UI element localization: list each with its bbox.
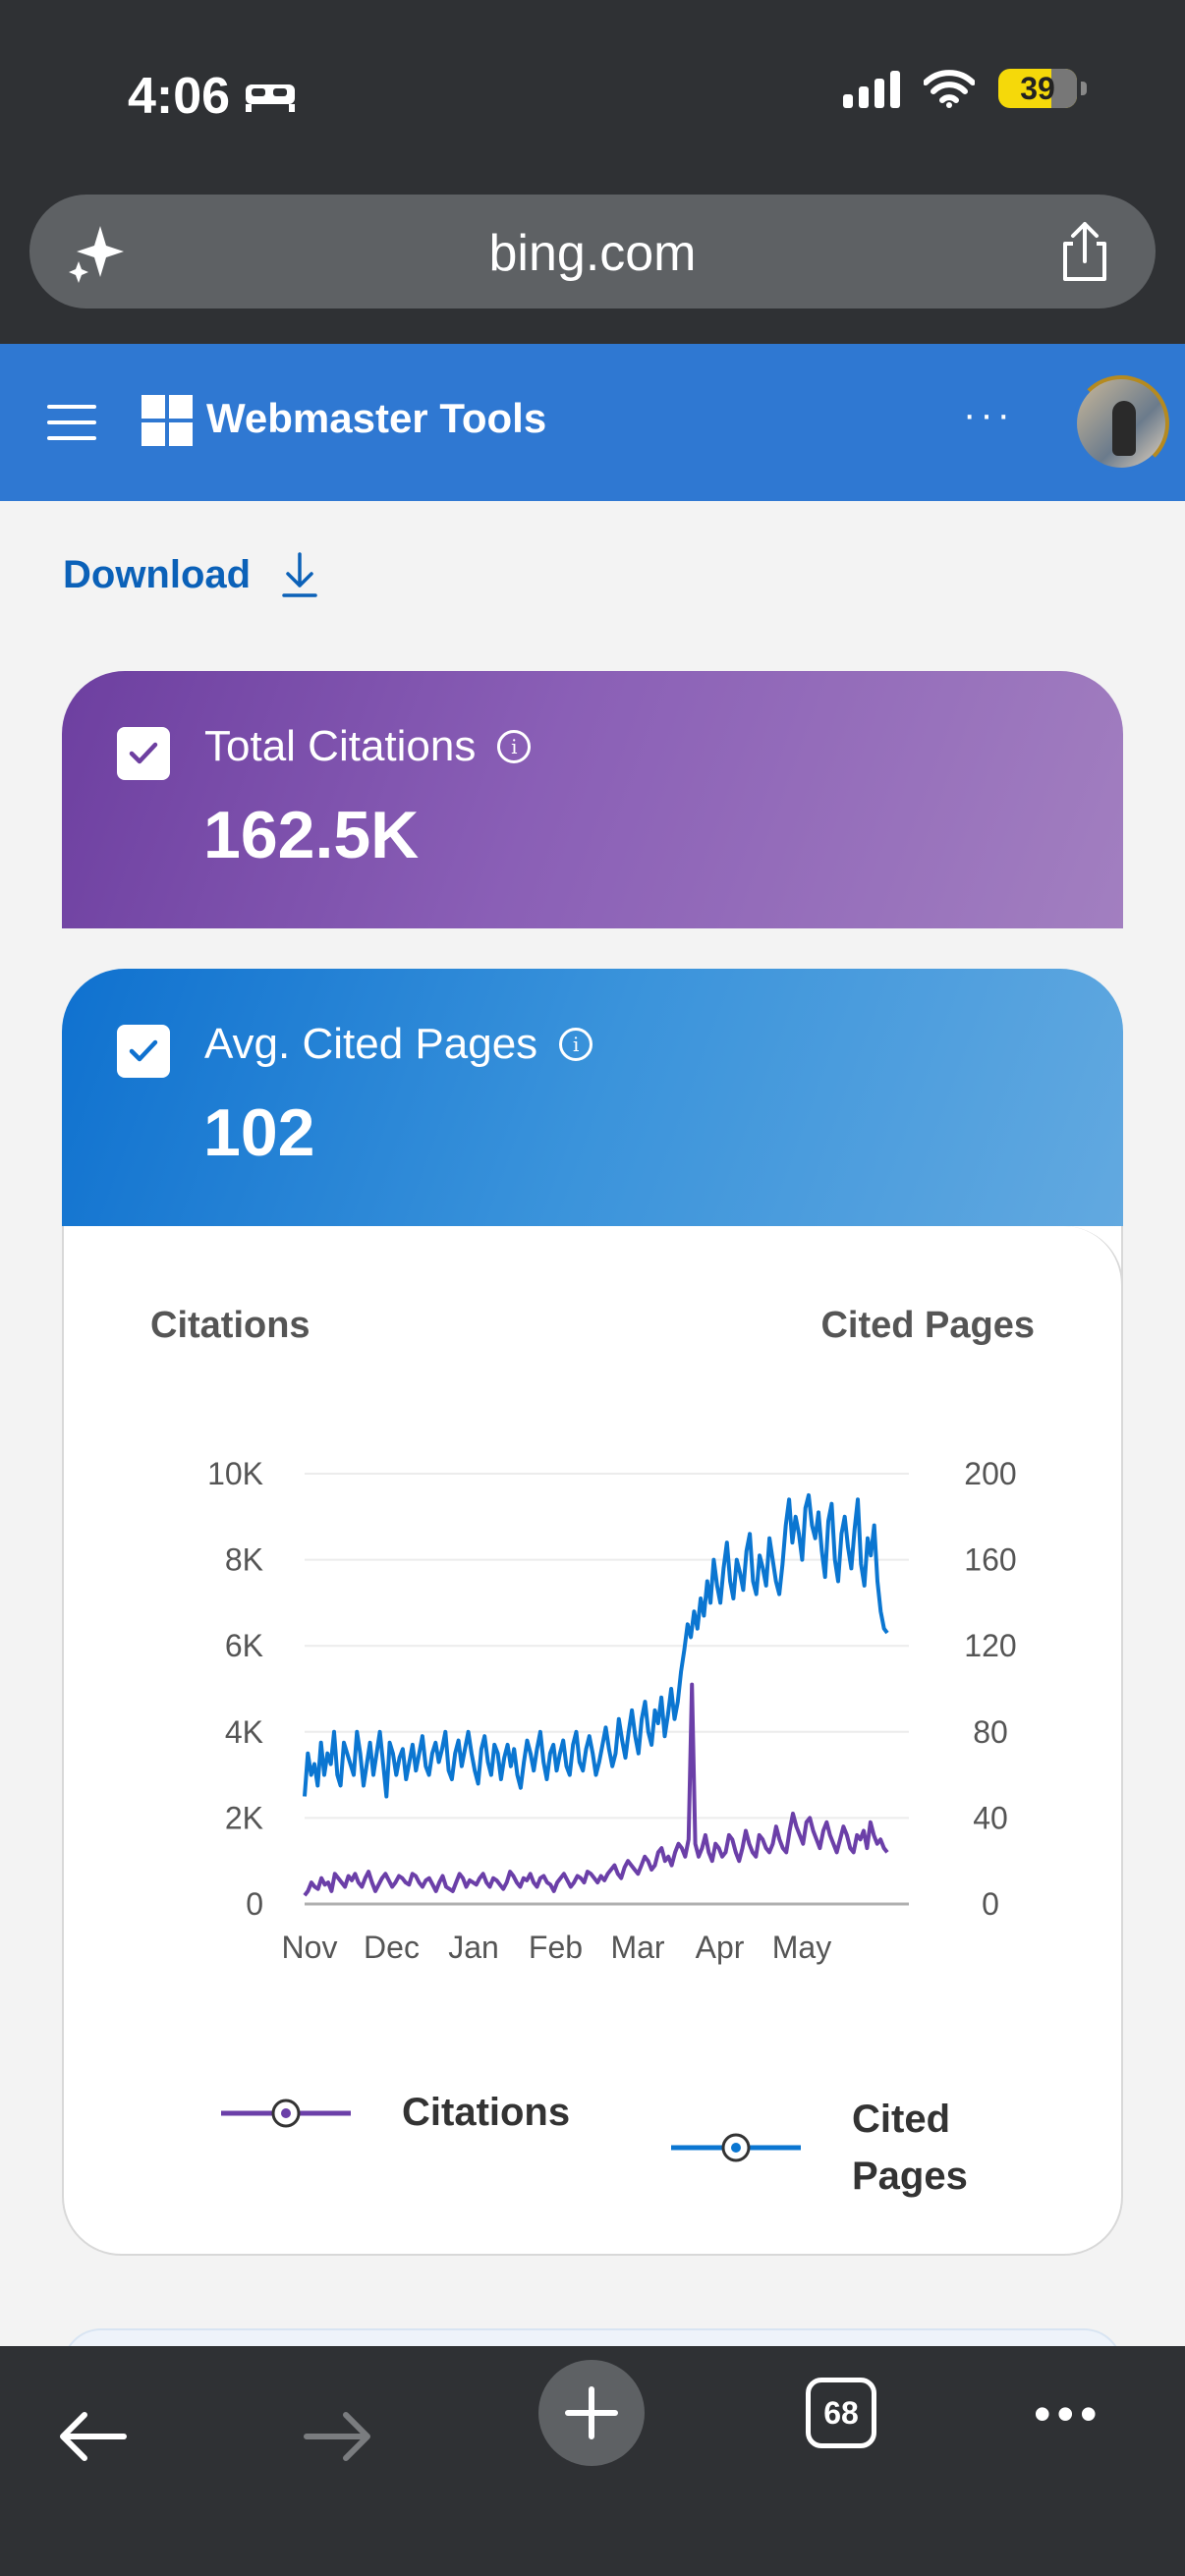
y-right-tick-label: 0: [982, 1886, 999, 1922]
kpi-checkbox-cited-pages[interactable]: [117, 1025, 170, 1078]
y-right-tick-label: 80: [973, 1714, 1008, 1750]
legend-label: Citations: [402, 2091, 571, 2134]
status-time: 4:06: [128, 67, 297, 126]
info-icon[interactable]: i: [497, 730, 532, 763]
sleep-bed-icon: [246, 84, 296, 112]
y-left-tick-label: 6K: [225, 1628, 263, 1663]
user-avatar[interactable]: [1073, 375, 1169, 472]
y-left-tick-label: 2K: [225, 1800, 263, 1835]
x-tick-label: Feb: [529, 1930, 583, 1965]
browser-toolbar: 68 •••: [0, 2346, 1185, 2576]
left-axis-title: Citations: [150, 1305, 310, 1346]
x-tick-label: Jan: [448, 1930, 499, 1965]
y-left-tick-label: 4K: [225, 1714, 263, 1750]
windows-logo-icon: [141, 395, 193, 446]
sparkle-icon[interactable]: [63, 218, 130, 285]
hamburger-menu-icon[interactable]: [47, 405, 96, 440]
battery-indicator: 39: [998, 69, 1087, 108]
share-icon[interactable]: [1053, 218, 1116, 285]
y-left-tick-label: 8K: [225, 1542, 263, 1578]
more-menu-button[interactable]: •••: [1034, 2386, 1103, 2441]
y-right-tick-label: 160: [964, 1542, 1016, 1578]
kpi-value: 162.5K: [203, 798, 420, 872]
cited-pages-series-line: [303, 1492, 889, 1799]
browser-chrome: 4:06 39 bing.com: [0, 0, 1185, 344]
info-icon[interactable]: i: [559, 1028, 593, 1061]
status-indicators: 39: [843, 69, 1087, 108]
back-arrow-icon[interactable]: [55, 2407, 130, 2466]
y-right-tick-label: 40: [973, 1800, 1008, 1835]
wifi-icon: [924, 70, 975, 108]
download-icon: [282, 552, 317, 597]
app-header: Webmaster Tools ···: [0, 344, 1185, 501]
forward-arrow-icon[interactable]: [301, 2407, 375, 2466]
y-right-tick-label: 120: [964, 1628, 1016, 1663]
y-left-tick-label: 0: [246, 1886, 263, 1922]
new-tab-button[interactable]: [538, 2360, 645, 2466]
chart-card: Citations Cited Pages 10K 200 8K 160 6K 120 4K…: [62, 1226, 1123, 2256]
citations-series-line: [303, 1682, 889, 1897]
kpi-card-avg-cited-pages[interactable]: Avg. Cited Pages i 102: [62, 969, 1123, 1226]
kpi-value: 102: [203, 1095, 315, 1170]
checkmark-icon: [129, 1039, 158, 1062]
legend-item-cited-pages[interactable]: Cited Pages: [669, 2091, 989, 2205]
tab-switcher-button[interactable]: 68: [806, 2378, 876, 2448]
more-options-button[interactable]: ···: [963, 393, 1014, 436]
legend-marker-icon: [221, 2099, 351, 2127]
url-bar[interactable]: bing.com: [29, 195, 1156, 308]
x-tick-label: Mar: [610, 1930, 664, 1965]
app-title: Webmaster Tools: [206, 395, 547, 441]
plus-icon: [565, 2386, 618, 2439]
x-tick-label: Apr: [696, 1930, 745, 1965]
kpi-label: Total Citations i: [204, 722, 532, 771]
download-button[interactable]: Download: [63, 550, 319, 599]
x-tick-label: Dec: [364, 1930, 420, 1965]
cellular-signal-icon: [843, 69, 900, 108]
y-left-tick-label: 10K: [207, 1456, 263, 1491]
x-tick-label: May: [772, 1930, 831, 1965]
kpi-label: Avg. Cited Pages i: [204, 1020, 593, 1069]
checkmark-icon: [129, 742, 158, 764]
kpi-checkbox-citations[interactable]: [117, 727, 170, 780]
url-text[interactable]: bing.com: [488, 225, 697, 282]
legend-item-citations[interactable]: Citations: [219, 2091, 570, 2135]
legend-marker-icon: [671, 2133, 801, 2162]
right-axis-title: Cited Pages: [820, 1305, 1035, 1346]
download-label: Download: [63, 552, 252, 596]
legend-label: Cited Pages: [852, 2098, 968, 2198]
line-chart[interactable]: 10K 200 8K 160 6K 120 4K 80 2K 40 0 0 Nov Dec Jan Feb Ma…: [64, 1226, 1125, 2091]
x-tick-label: Nov: [282, 1930, 338, 1965]
y-right-tick-label: 200: [964, 1456, 1016, 1491]
kpi-card-total-citations[interactable]: Total Citations i 162.5K: [62, 671, 1123, 928]
